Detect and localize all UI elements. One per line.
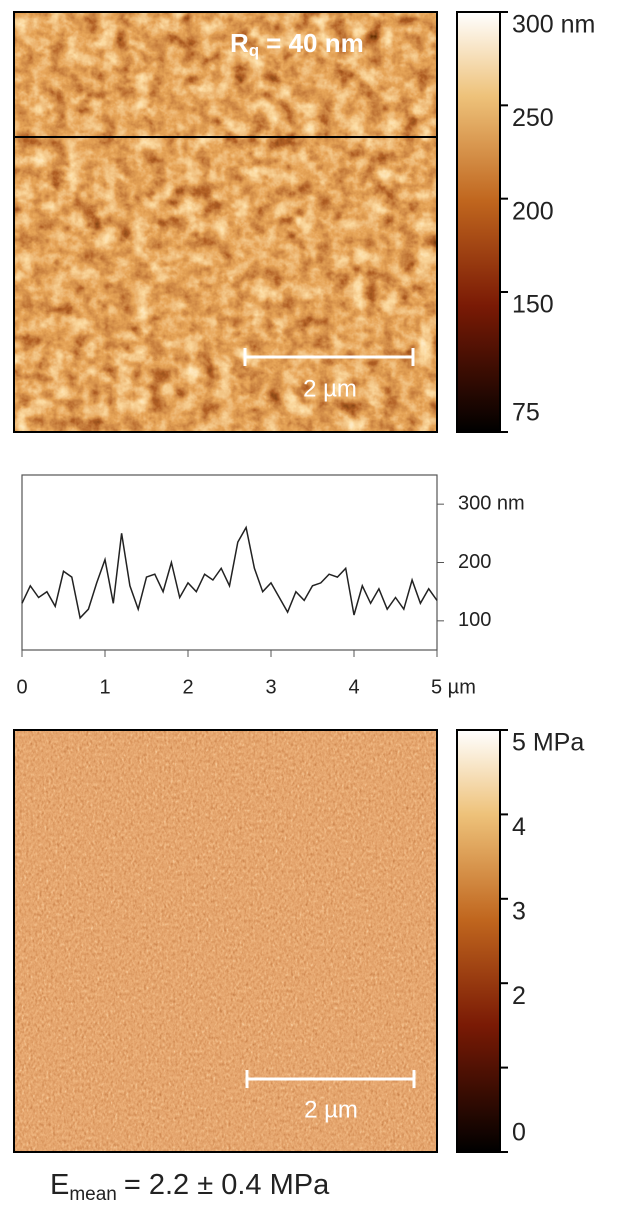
y-tick-label: 300 nm bbox=[458, 492, 525, 514]
colorbar-tick-label: 3 bbox=[512, 897, 526, 925]
colorbar bbox=[456, 729, 501, 1153]
colorbar-tick-label: 75 bbox=[512, 399, 540, 427]
symbol: R bbox=[230, 28, 249, 58]
profile-frame bbox=[21, 474, 438, 651]
subscript: mean bbox=[69, 1184, 117, 1205]
symbol: E bbox=[50, 1169, 69, 1201]
scale-bar-label: 2 µm bbox=[303, 375, 357, 402]
colorbar-tick-label: 300 nm bbox=[512, 11, 595, 39]
x-tick-label: 1 bbox=[99, 676, 110, 698]
modulus-map bbox=[14, 730, 437, 1152]
x-tick-label: 2 bbox=[182, 676, 193, 698]
colorbar-tick-label: 250 bbox=[512, 104, 554, 132]
height-map bbox=[14, 12, 437, 432]
x-tick-label: 4 bbox=[348, 676, 359, 698]
colorbar-tick-label: 0 bbox=[512, 1119, 526, 1147]
colorbar-tick-label: 5 MPa bbox=[512, 729, 584, 757]
subscript: q bbox=[249, 41, 259, 60]
image-frame bbox=[13, 11, 438, 433]
roughness-label: Rq = 40 nm bbox=[230, 28, 364, 61]
x-tick-label: 5 µm bbox=[431, 676, 476, 698]
modulus-caption: Emean = 2.2 ± 0.4 MPa bbox=[50, 1169, 330, 1205]
colorbar-tick-label: 200 bbox=[512, 197, 554, 225]
colorbar-tick-label: 150 bbox=[512, 291, 554, 319]
x-tick-label: 0 bbox=[16, 676, 27, 698]
colorbar-tick-label: 2 bbox=[512, 982, 526, 1010]
profile-line bbox=[21, 525, 438, 620]
image-frame bbox=[13, 729, 438, 1153]
x-tick-label: 3 bbox=[265, 676, 276, 698]
y-tick-label: 100 bbox=[458, 609, 491, 631]
y-tick-label: 200 bbox=[458, 551, 491, 573]
value: = 2.2 ± 0.4 MPa bbox=[124, 1169, 330, 1201]
value: = 40 nm bbox=[266, 28, 364, 58]
scale-bar-label: 2 µm bbox=[304, 1096, 358, 1123]
colorbar-tick-label: 4 bbox=[512, 813, 526, 841]
colorbar bbox=[456, 11, 501, 433]
